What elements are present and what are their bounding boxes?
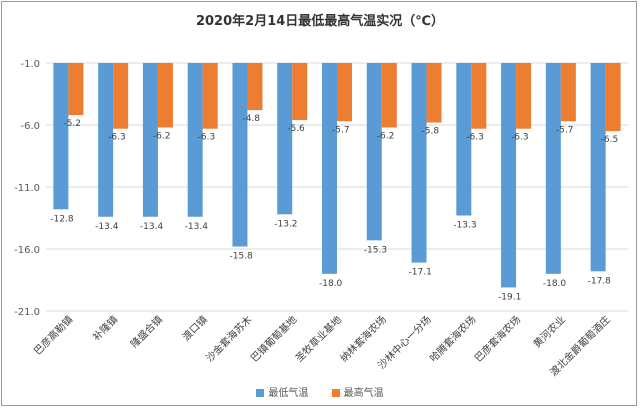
data-label-max: -6.5 [601, 135, 619, 145]
data-label-min: -18.0 [319, 279, 343, 289]
bar-max [68, 63, 84, 116]
bar-min [501, 63, 517, 288]
data-label-min: -18.0 [543, 279, 567, 289]
data-label-min: -15.3 [364, 245, 387, 255]
category-label: 巴彦高勒镇 [31, 313, 76, 358]
category-label: 巴彦套海农场 [472, 313, 524, 365]
data-label-min: -13.4 [140, 222, 164, 232]
chart-title: 2020年2月14日最低最高气温实况（℃） [195, 14, 445, 29]
legend-item-max: 最高气温 [331, 384, 384, 399]
legend-swatch-max [331, 389, 340, 397]
bar-min [232, 63, 248, 247]
data-label-max: -5.6 [287, 124, 305, 134]
data-label-min: -15.8 [229, 252, 253, 262]
data-label-max: -6.3 [108, 133, 126, 143]
data-label-max: -6.3 [511, 133, 529, 143]
bar-min [366, 63, 382, 241]
bar-min [142, 63, 158, 217]
chart-legend: 最低气温 最高气温 [2, 384, 638, 399]
y-tick-label: -16.0 [14, 245, 40, 256]
data-label-min: -13.4 [185, 222, 209, 232]
legend-swatch-min [256, 389, 265, 397]
category-label: 补隆镇 [90, 313, 120, 343]
category-label: 圣牧草业基地 [293, 313, 345, 365]
data-label-max: -5.7 [556, 125, 574, 135]
legend-item-min: 最低气温 [256, 384, 308, 399]
data-label-max: -6.3 [466, 133, 484, 143]
bar-max [113, 63, 129, 129]
bar-min [590, 63, 606, 272]
data-label-min: -17.8 [588, 276, 612, 286]
bar-min [545, 63, 561, 274]
data-label-min: -13.3 [453, 221, 476, 231]
bar-min [456, 63, 472, 216]
bar-max [202, 63, 218, 129]
y-tick-label: -1.0 [20, 59, 40, 70]
bar-min [411, 63, 427, 263]
data-label-max: -5.7 [332, 125, 350, 135]
bar-max [605, 63, 621, 132]
bar-min [53, 63, 69, 210]
bar-max [247, 63, 263, 111]
category-label: 哈腾套海农场 [427, 313, 479, 365]
bar-max [426, 63, 442, 123]
legend-label-max: 最高气温 [343, 388, 384, 399]
legend-label-min: 最低气温 [268, 388, 309, 399]
data-label-min: -13.4 [95, 222, 119, 232]
category-label: 隆盛合镇 [128, 313, 165, 350]
data-label-max: -6.3 [198, 133, 216, 143]
bar-min [187, 63, 203, 217]
data-label-max: -4.8 [242, 114, 260, 124]
category-label: 黄河农业 [530, 313, 567, 350]
bar-max [560, 63, 576, 122]
bar-min [277, 63, 293, 215]
data-label-min: -17.1 [409, 268, 432, 278]
bar-max [516, 63, 532, 129]
bar-max [292, 63, 308, 121]
bar-max [337, 63, 352, 122]
data-label-max: -5.2 [63, 119, 81, 129]
category-label: 纳林套海农场 [337, 313, 389, 365]
bar-max [157, 63, 173, 128]
category-label: 巴镇葡萄基地 [248, 313, 300, 365]
y-tick-label: -6.0 [20, 121, 40, 132]
data-label-max: -6.2 [153, 131, 171, 141]
category-label: 沙金套海苏木 [203, 313, 255, 365]
bar-max [381, 63, 397, 128]
data-label-max: -6.2 [377, 131, 395, 141]
data-label-min: -12.8 [50, 214, 74, 224]
bar-max [471, 63, 487, 129]
y-tick-label: -21.0 [14, 307, 40, 318]
data-label-min: -19.1 [498, 292, 521, 302]
category-label: 渡口镇 [179, 313, 209, 343]
bar-min [98, 63, 114, 217]
data-label-min: -13.2 [274, 219, 297, 229]
data-label-max: -5.8 [422, 127, 440, 137]
y-tick-label: -11.0 [14, 183, 40, 194]
bar-min [322, 63, 337, 274]
